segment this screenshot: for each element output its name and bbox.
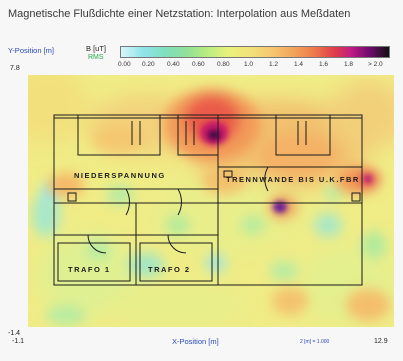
- scale-tick: > 2.0: [368, 61, 383, 68]
- y-axis-label: Y-Position [m]: [8, 46, 54, 55]
- y-axis-bottom-value: -1.4: [8, 330, 21, 337]
- heatmap-svg: [28, 75, 394, 327]
- x-axis-right-value: 12.9: [374, 338, 388, 345]
- x-axis-scale-note: 2 [m] = 1.000: [300, 339, 330, 345]
- scale-tick: 1.4: [294, 61, 304, 68]
- scale-tick: 0.80: [217, 61, 230, 68]
- plan-label-trafo-2: TRAFO 2: [148, 265, 191, 274]
- plan-label-trennwande: TRENNWANDE BIS U.K.FBR: [226, 175, 360, 184]
- legend-unit-label: B [uT]: [86, 44, 107, 53]
- scale-tick: 1.6: [319, 61, 329, 68]
- scale-tick: 0.20: [142, 61, 155, 68]
- plan-label-niederspannung: NIEDERSPANNUNG: [74, 171, 166, 180]
- plan-label-trafo-1: TRAFO 1: [68, 265, 111, 274]
- scale-tick: 1.8: [344, 61, 354, 68]
- figure-title: Magnetische Flußdichte einer Netzstation…: [8, 8, 351, 20]
- scale-tick: 0.40: [167, 61, 180, 68]
- scale-tick: 0.60: [192, 61, 205, 68]
- scale-tick: 1.0: [244, 61, 254, 68]
- flux-density-heatmap: NIEDERSPANNUNG TRENNWANDE BIS U.K.FBR TR…: [28, 75, 394, 327]
- scale-tick: 1.2: [269, 61, 279, 68]
- y-axis-top-value: 7.8: [10, 65, 20, 72]
- x-axis-left-value: -1.1: [12, 338, 25, 345]
- color-scale-bar: [120, 46, 390, 58]
- x-axis-label: X-Position [m]: [172, 337, 219, 346]
- scale-tick: 0.00: [118, 61, 131, 68]
- legend-rms-label: RMS: [88, 54, 104, 61]
- color-scale-ticks: 0.00 0.20 0.40 0.60 0.80 1.0 1.2 1.4 1.6…: [118, 61, 396, 69]
